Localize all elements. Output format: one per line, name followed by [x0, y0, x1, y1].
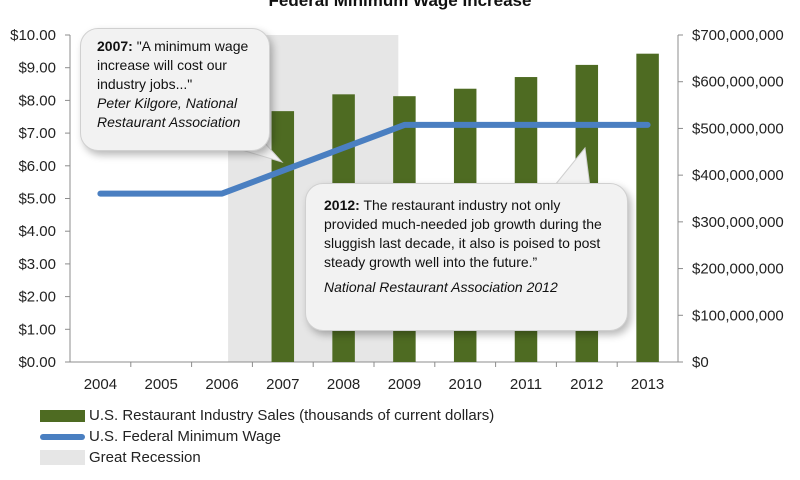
min-wage-point-2010 [464, 124, 466, 126]
min-wage-point-2004 [99, 193, 101, 195]
min-wage-point-2013 [647, 124, 649, 126]
callout-2007-quote: "A minimum wage increase will cost our i… [97, 38, 249, 92]
x-axis-tick-label: 2008 [327, 376, 360, 393]
sales-bar-2007 [271, 111, 295, 362]
min-wage-point-2009 [403, 124, 405, 126]
min-wage-point-2005 [160, 193, 162, 195]
left-axis-tick-label: $0.00 [18, 354, 56, 371]
callout-2007: 2007: "A minimum wage increase will cost… [80, 28, 270, 151]
min-wage-line [97, 121, 651, 197]
callout-2007-source: Peter Kilgore, National Restaurant Assoc… [97, 95, 241, 130]
legend-label-sales: U.S. Restaurant Industry Sales (thousand… [89, 407, 495, 424]
callout-2012-year: 2012: [324, 197, 360, 213]
right-axis-tick-label: $200,000,000 [692, 261, 784, 278]
chart-legend: U.S. Restaurant Industry Sales (thousand… [40, 405, 494, 468]
right-axis-tick-label: $400,000,000 [692, 167, 784, 184]
x-axis-tick-label: 2005 [145, 376, 178, 393]
right-axis-tick-label: $500,000,000 [692, 120, 784, 137]
left-axis-tick-label: $8.00 [18, 92, 56, 109]
x-axis-tick-label: 2004 [84, 376, 117, 393]
left-axis-tick-label: $1.00 [18, 321, 56, 338]
legend-item-recession: Great Recession [40, 447, 494, 468]
callout-2012-quote: The restaurant industry not only provide… [324, 197, 602, 270]
min-wage-point-2011 [525, 124, 527, 126]
legend-item-sales: U.S. Restaurant Industry Sales (thousand… [40, 405, 494, 426]
legend-swatch-recession [40, 450, 85, 465]
right-axis-tick-label: $700,000,000 [692, 27, 784, 44]
x-axis-tick-label: 2006 [205, 376, 238, 393]
callout-2012: 2012: The restaurant industry not only p… [305, 183, 628, 331]
min-wage-point-2007 [282, 170, 284, 172]
min-wage-point-2008 [343, 147, 345, 149]
left-axis-tick-label: $3.00 [18, 256, 56, 273]
callout-2012-pointer [553, 146, 591, 188]
right-axis-tick-label: $0 [692, 354, 709, 371]
min-wage-point-2012 [586, 124, 588, 126]
x-axis-tick-label: 2012 [570, 376, 603, 393]
left-axis-tick-label: $7.00 [18, 125, 56, 142]
min-wage-point-2006 [221, 193, 223, 195]
callout-2007-year: 2007: [97, 38, 133, 54]
sales-bar-2013 [636, 53, 659, 362]
chart-title: Federal Minimum Wage Increase [268, 0, 532, 10]
x-axis-tick-label: 2011 [510, 376, 542, 393]
x-axis-tick-label: 2009 [388, 376, 421, 393]
legend-label-recession: Great Recession [89, 449, 201, 466]
x-axis-tick-label: 2007 [266, 376, 299, 393]
left-axis-tick-label: $2.00 [18, 289, 56, 306]
callout-2012-source: National Restaurant Association 2012 [324, 279, 558, 295]
legend-swatch-sales [40, 409, 85, 422]
legend-item-wage: U.S. Federal Minimum Wage [40, 426, 494, 447]
x-axis-tick-label: 2013 [631, 376, 664, 393]
right-axis-tick-label: $100,000,000 [692, 307, 784, 324]
left-axis-tick-label: $10.00 [10, 27, 56, 44]
legend-swatch-wage [40, 433, 85, 440]
left-axis-tick-label: $9.00 [18, 60, 56, 77]
right-axis-tick-label: $300,000,000 [692, 214, 784, 231]
legend-label-wage: U.S. Federal Minimum Wage [89, 428, 281, 445]
x-axis-tick-label: 2010 [449, 376, 482, 393]
left-axis-tick-label: $4.00 [18, 223, 56, 240]
left-axis-tick-label: $6.00 [18, 158, 56, 175]
right-axis-tick-label: $600,000,000 [692, 74, 784, 91]
left-axis-tick-label: $5.00 [18, 191, 56, 208]
